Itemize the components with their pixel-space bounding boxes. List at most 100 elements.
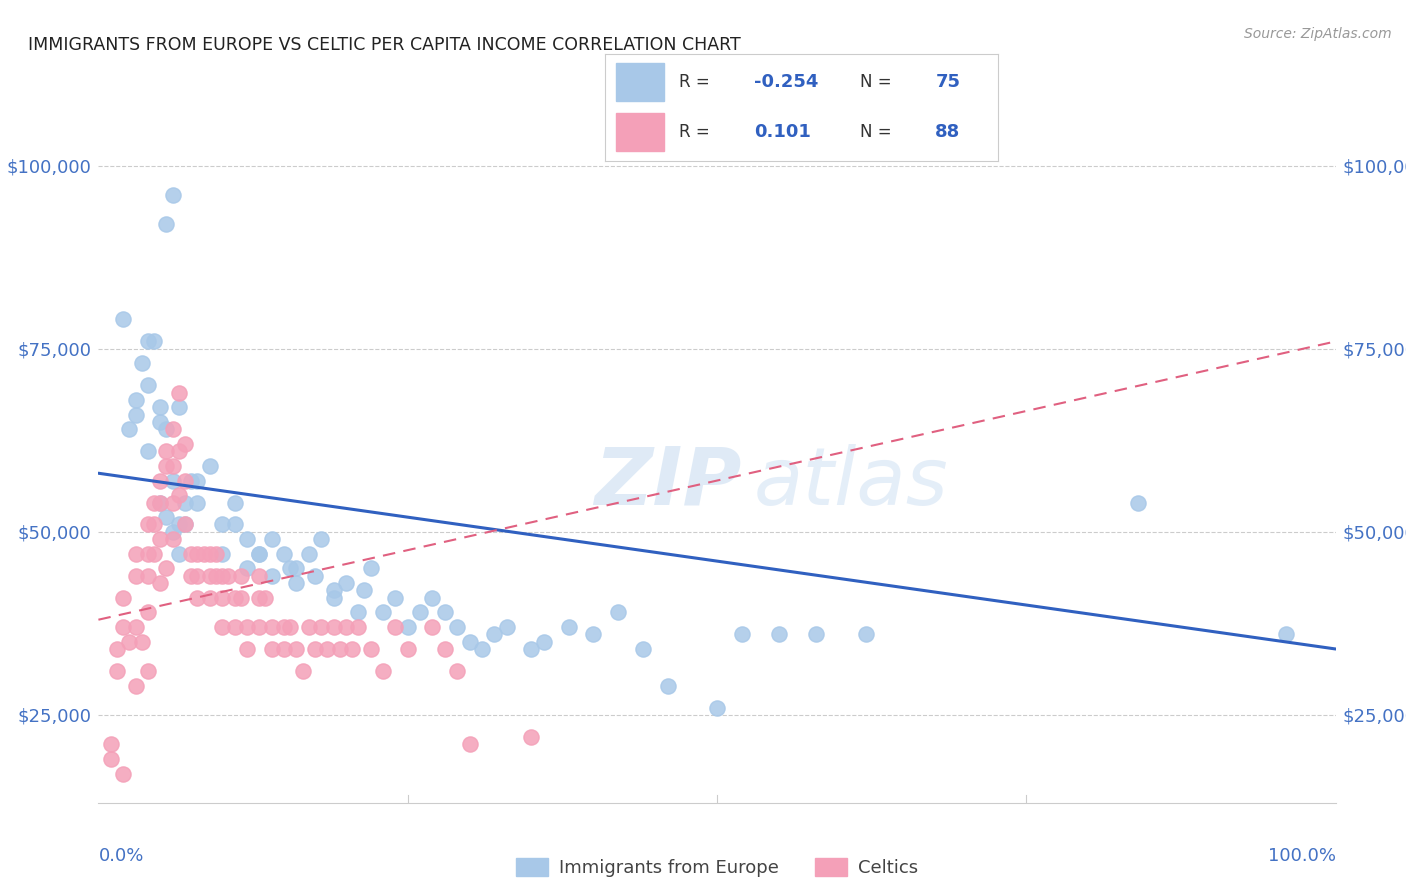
Point bbox=[260, 532, 283, 546]
Point bbox=[162, 532, 184, 546]
Point bbox=[186, 547, 208, 561]
FancyBboxPatch shape bbox=[616, 63, 664, 101]
Point bbox=[446, 664, 468, 678]
Point bbox=[396, 620, 419, 634]
Point bbox=[162, 495, 184, 509]
Point bbox=[484, 627, 506, 641]
Point bbox=[105, 664, 128, 678]
Point bbox=[409, 606, 432, 620]
Point bbox=[186, 568, 208, 582]
Point bbox=[322, 620, 344, 634]
Point bbox=[155, 458, 177, 473]
Point bbox=[353, 583, 375, 598]
Point bbox=[446, 620, 468, 634]
Point bbox=[520, 642, 543, 657]
Text: N =: N = bbox=[860, 123, 891, 141]
Point bbox=[1126, 495, 1149, 509]
Point bbox=[105, 642, 128, 657]
Point bbox=[309, 620, 332, 634]
Point bbox=[247, 591, 270, 605]
Point bbox=[143, 517, 166, 532]
Text: R =: R = bbox=[679, 73, 710, 91]
Point bbox=[273, 620, 295, 634]
Point bbox=[285, 561, 308, 575]
Point bbox=[167, 547, 190, 561]
Point bbox=[167, 517, 190, 532]
Point bbox=[335, 576, 357, 591]
Point bbox=[124, 620, 146, 634]
Point bbox=[162, 422, 184, 436]
Point bbox=[198, 547, 221, 561]
Point bbox=[236, 561, 259, 575]
Point bbox=[124, 392, 146, 407]
Point bbox=[247, 547, 270, 561]
Point bbox=[118, 634, 141, 648]
Point bbox=[162, 474, 184, 488]
Point bbox=[143, 495, 166, 509]
Point bbox=[657, 679, 679, 693]
Point bbox=[304, 642, 326, 657]
Point bbox=[396, 642, 419, 657]
Point bbox=[273, 547, 295, 561]
Point bbox=[273, 642, 295, 657]
Point bbox=[260, 620, 283, 634]
Point bbox=[433, 606, 456, 620]
Point bbox=[149, 474, 172, 488]
Point bbox=[371, 606, 394, 620]
Point bbox=[804, 627, 827, 641]
Point bbox=[316, 642, 339, 657]
Point bbox=[260, 568, 283, 582]
Point bbox=[174, 495, 197, 509]
Point bbox=[335, 620, 357, 634]
Text: 88: 88 bbox=[935, 123, 960, 141]
Point bbox=[236, 642, 259, 657]
Point bbox=[167, 401, 190, 415]
Point bbox=[180, 547, 202, 561]
Point bbox=[520, 730, 543, 744]
Point bbox=[167, 488, 190, 502]
Point bbox=[136, 334, 159, 349]
Point bbox=[136, 547, 159, 561]
Point bbox=[384, 591, 406, 605]
Text: 75: 75 bbox=[935, 73, 960, 91]
Point bbox=[247, 568, 270, 582]
Point bbox=[100, 752, 122, 766]
Point bbox=[112, 312, 135, 326]
Point bbox=[304, 568, 326, 582]
Point bbox=[186, 591, 208, 605]
Point bbox=[180, 474, 202, 488]
Text: 0.101: 0.101 bbox=[754, 123, 811, 141]
Point bbox=[278, 620, 301, 634]
Point bbox=[422, 620, 444, 634]
Point bbox=[1275, 627, 1298, 641]
Text: Source: ZipAtlas.com: Source: ZipAtlas.com bbox=[1244, 27, 1392, 41]
Text: atlas: atlas bbox=[754, 443, 949, 522]
Point bbox=[174, 437, 197, 451]
Point bbox=[100, 737, 122, 751]
Point bbox=[136, 378, 159, 392]
Point bbox=[155, 561, 177, 575]
Point bbox=[229, 591, 252, 605]
Point bbox=[131, 634, 153, 648]
Point bbox=[211, 517, 233, 532]
Point bbox=[167, 385, 190, 400]
Text: 100.0%: 100.0% bbox=[1268, 847, 1336, 864]
Point bbox=[291, 664, 314, 678]
Point bbox=[124, 547, 146, 561]
Text: -0.254: -0.254 bbox=[754, 73, 818, 91]
Point bbox=[855, 627, 877, 641]
Point bbox=[731, 627, 754, 641]
Point bbox=[155, 510, 177, 524]
Point bbox=[112, 591, 135, 605]
Point bbox=[205, 547, 228, 561]
Point bbox=[211, 568, 233, 582]
Point bbox=[458, 634, 481, 648]
Point bbox=[136, 568, 159, 582]
Point bbox=[211, 620, 233, 634]
Point bbox=[706, 700, 728, 714]
Point bbox=[254, 591, 277, 605]
Point bbox=[162, 458, 184, 473]
Point bbox=[631, 642, 654, 657]
Point bbox=[124, 679, 146, 693]
Point bbox=[329, 642, 352, 657]
